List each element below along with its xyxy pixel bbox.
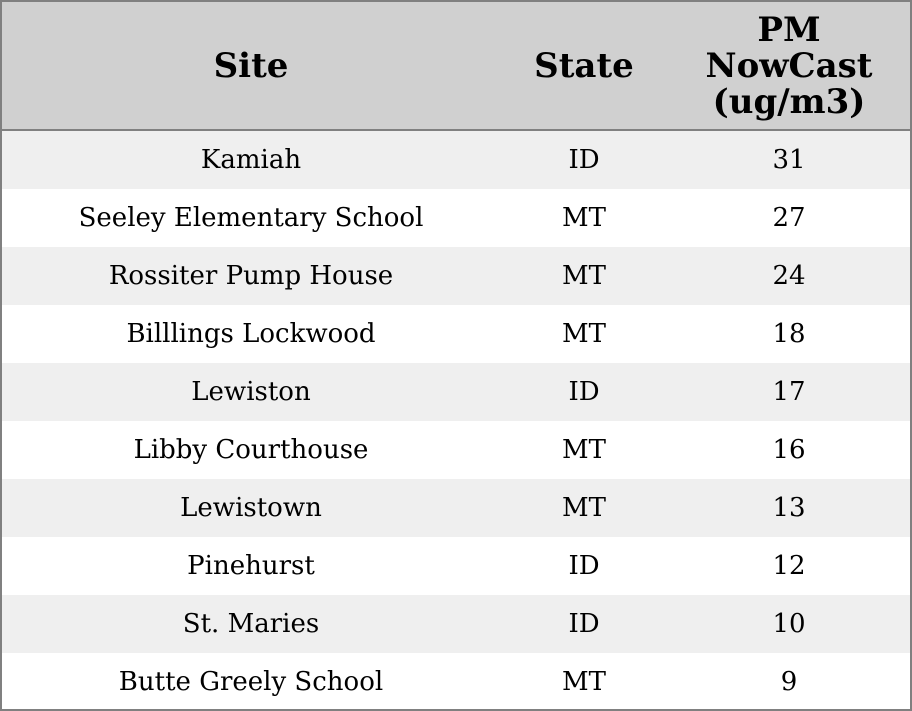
table-row: Pinehurst ID 12 <box>2 537 910 595</box>
table-row: Lewistown MT 13 <box>2 479 910 537</box>
table-cell: ID <box>500 130 668 189</box>
table-cell: Lewiston <box>2 363 500 421</box>
header-line: PM <box>757 9 821 50</box>
table-cell: Butte Greely School <box>118 667 384 697</box>
table-row: Seeley Elementary School MT 27 <box>2 189 910 247</box>
header-text: Site <box>213 45 289 86</box>
table-row: Rossiter Pump House MT 24 <box>2 247 910 305</box>
header-cell: PM NowCast (ug/m3) <box>668 2 910 131</box>
table-cell: 9 <box>780 667 798 697</box>
header-text: State <box>534 45 634 86</box>
table-cell: Rossiter Pump House <box>2 247 500 305</box>
table-cell: Lewistown <box>2 479 500 537</box>
table-cell: MT <box>500 247 668 305</box>
table-cell: ID <box>500 595 668 653</box>
table-cell: 31 <box>668 130 910 189</box>
table-cell: 24 <box>668 247 910 305</box>
table-cell: ID <box>568 551 600 581</box>
table-cell: Pinehurst <box>187 551 315 581</box>
table-cell: 12 <box>772 551 806 581</box>
table-cell: Billlings Lockwood <box>126 319 376 349</box>
table-row: Billlings Lockwood MT 18 <box>2 305 910 363</box>
table-row: Kamiah ID 31 <box>2 130 910 189</box>
table-cell: 17 <box>668 363 910 421</box>
header-cell: Site <box>2 2 500 131</box>
table-cell: 18 <box>772 319 806 349</box>
table-cell: 13 <box>668 479 910 537</box>
header-row: Site State PM NowCast (ug/m3) <box>2 2 910 131</box>
header-line: NowCast <box>705 45 873 86</box>
table-row: Butte Greely School MT 9 <box>2 653 910 711</box>
header-line: (ug/m3) <box>712 81 866 122</box>
table-row: St. Maries ID 10 <box>2 595 910 653</box>
table-cell: 10 <box>668 595 910 653</box>
table-cell: MT <box>562 435 606 465</box>
table-cell: Libby Courthouse <box>133 435 369 465</box>
table-cell: MT <box>500 479 668 537</box>
table-cell: Kamiah <box>2 130 500 189</box>
header-cell: State <box>500 2 668 131</box>
table-row: Libby Courthouse MT 16 <box>2 421 910 479</box>
table-cell: 16 <box>772 435 806 465</box>
table-cell: Seeley Elementary School <box>78 203 424 233</box>
table-cell: MT <box>562 667 606 697</box>
table-body: Kamiah ID 31 Seeley Elementary School MT 27 Ro… <box>2 130 910 711</box>
table-cell: MT <box>562 319 606 349</box>
table-cell: 27 <box>772 203 806 233</box>
table-cell: MT <box>562 203 606 233</box>
table-cell: St. Maries <box>2 595 500 653</box>
table-cell: ID <box>500 363 668 421</box>
table-row: Lewiston ID 17 <box>2 363 910 421</box>
